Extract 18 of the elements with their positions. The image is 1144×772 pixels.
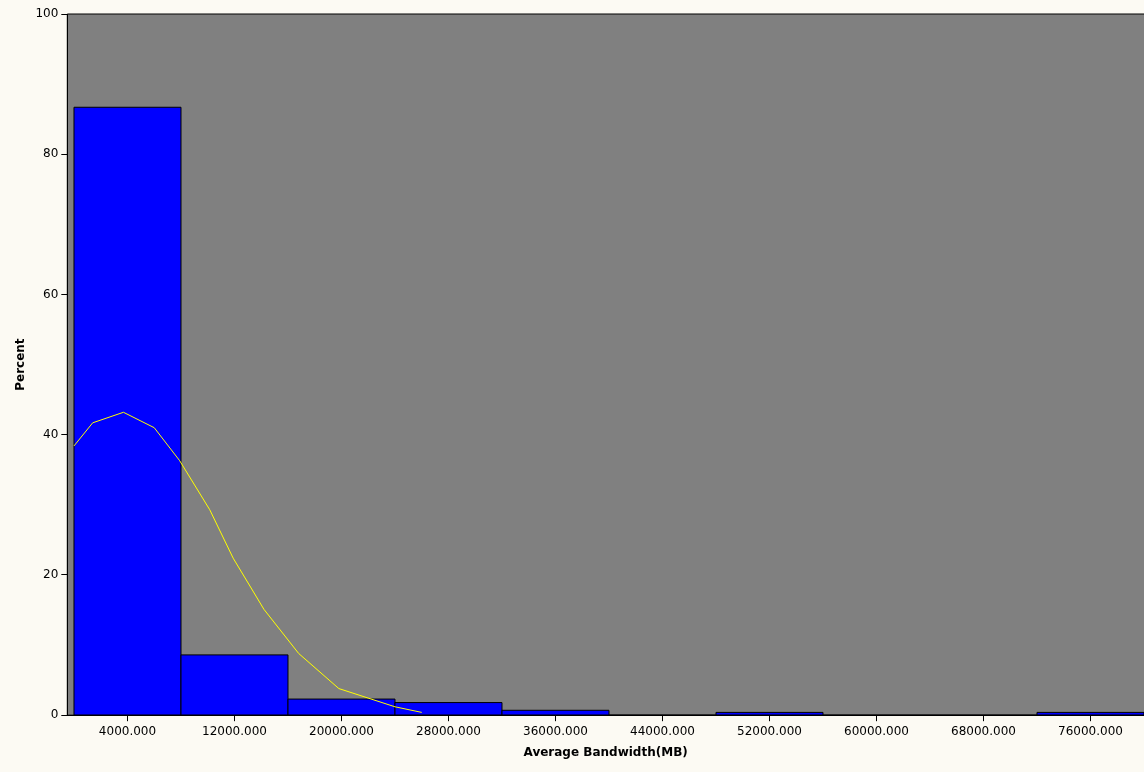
x-tick-label: 60000.000 [844, 723, 909, 738]
y-axis-title: Percent [13, 338, 28, 391]
x-tick-label: 44000.000 [630, 723, 695, 738]
x-tick-label: 68000.000 [951, 723, 1016, 738]
y-tick-label: 20 [43, 567, 59, 582]
y-tick-label: 100 [35, 6, 59, 21]
x-tick-label: 52000.000 [737, 723, 802, 738]
x-tick-label: 12000.000 [202, 723, 267, 738]
x-tick-label: 28000.000 [416, 723, 481, 738]
y-tick-label: 80 [43, 146, 59, 161]
y-tick-label: 40 [43, 426, 59, 441]
x-axis-title: Average Bandwidth(MB) [523, 744, 688, 759]
x-tick-label: 20000.000 [309, 723, 374, 738]
y-tick-label: 0 [50, 707, 59, 722]
x-tick-label: 36000.000 [523, 723, 588, 738]
y-tick-label: 60 [43, 286, 59, 301]
x-tick-label: 4000.000 [98, 723, 157, 738]
x-tick-label: 76000.000 [1058, 723, 1123, 738]
